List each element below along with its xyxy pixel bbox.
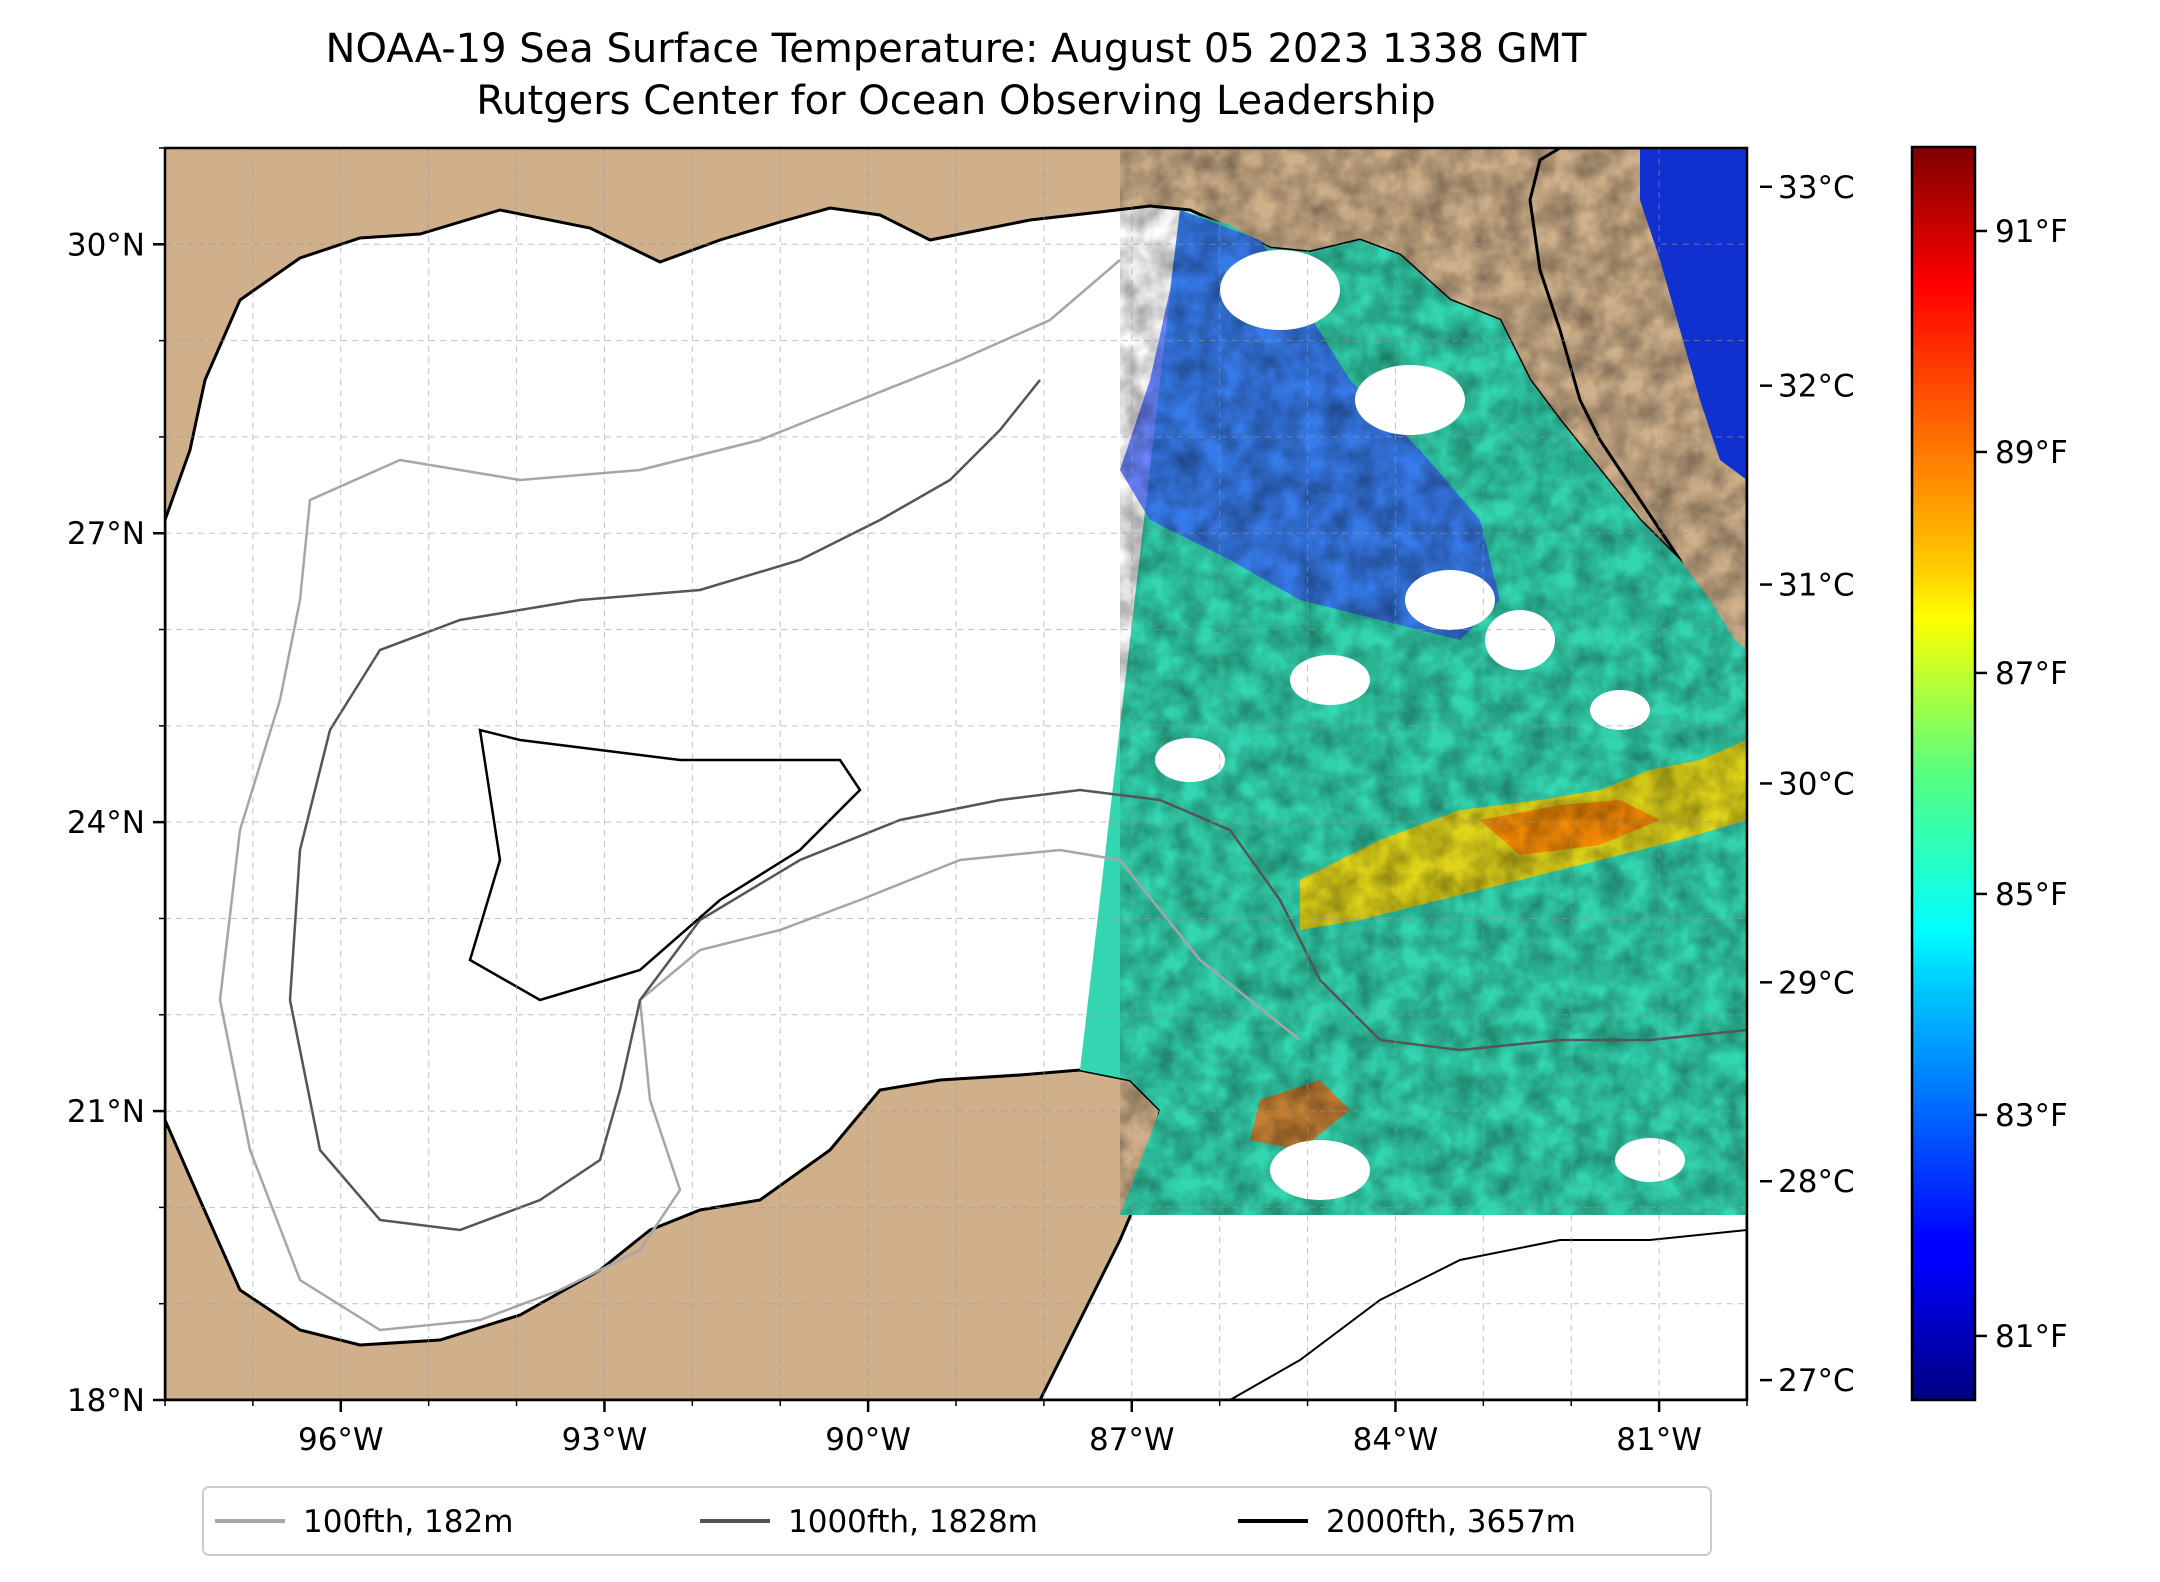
celsius-tick-label: 32°C bbox=[1778, 369, 1855, 405]
fahrenheit-tick-label: 81°F bbox=[1995, 1319, 2068, 1355]
chart-subtitle: Rutgers Center for Ocean Observing Leade… bbox=[476, 78, 1436, 124]
contour-100fth bbox=[218, 259, 1301, 1332]
x-tick-label: 96°W bbox=[298, 1422, 384, 1458]
bathymetry-contours bbox=[218, 259, 1747, 1400]
celsius-tick-label: 28°C bbox=[1778, 1164, 1855, 1200]
colorbar: 27°C 28°C 29°C 30°C 31°C 32°C 33°C 81°F 83°F 85°… bbox=[1760, 145, 2068, 1402]
x-tick-label: 87°W bbox=[1089, 1422, 1175, 1458]
celsius-tick-label: 30°C bbox=[1778, 766, 1855, 802]
yucatan-land bbox=[165, 1068, 1162, 1400]
y-tick-label: 30°N bbox=[67, 227, 145, 263]
y-tick-label: 21°N bbox=[67, 1094, 145, 1130]
colorbar-gradient bbox=[1910, 145, 1977, 1402]
x-tick-label: 90°W bbox=[825, 1422, 911, 1458]
legend: 100fth, 182m 1000fth, 1828m 2000fth, 3657m bbox=[202, 1486, 1712, 1556]
longitude-axis: 96°W 93°W 90°W 87°W 84°W 81°W bbox=[164, 1400, 1748, 1458]
celsius-tick-label: 31°C bbox=[1778, 568, 1855, 604]
x-tick-label: 84°W bbox=[1353, 1422, 1439, 1458]
legend-label: 2000fth, 3657m bbox=[1326, 1504, 1576, 1540]
celsius-tick-label: 33°C bbox=[1778, 170, 1855, 206]
legend-label: 100fth, 182m bbox=[303, 1504, 513, 1540]
map-panel bbox=[165, 148, 1747, 1400]
fahrenheit-tick-label: 83°F bbox=[1995, 1098, 2068, 1134]
fahrenheit-tick-label: 91°F bbox=[1995, 214, 2068, 250]
y-tick-label: 18°N bbox=[67, 1383, 145, 1419]
x-tick-label: 81°W bbox=[1616, 1422, 1702, 1458]
contour-1000fth bbox=[288, 379, 1747, 1232]
y-tick-label: 27°N bbox=[67, 516, 145, 552]
atlantic-swath bbox=[1640, 148, 1747, 480]
contour-2000fth bbox=[468, 728, 862, 1002]
legend-box bbox=[202, 1486, 1712, 1556]
celsius-tick-label: 29°C bbox=[1778, 965, 1855, 1001]
fahrenheit-tick-label: 89°F bbox=[1995, 435, 2068, 471]
celsius-tick-label: 27°C bbox=[1778, 1363, 1855, 1399]
colorbar-celsius-ticks: 27°C 28°C 29°C 30°C 31°C 32°C 33°C bbox=[1760, 170, 1855, 1399]
sst-swath bbox=[1080, 148, 1747, 1215]
chart-title: NOAA-19 Sea Surface Temperature: August … bbox=[326, 26, 1587, 72]
fahrenheit-tick-label: 87°F bbox=[1995, 656, 2068, 692]
x-tick-label: 93°W bbox=[562, 1422, 648, 1458]
latitude-axis: 18°N 21°N 24°N 27°N 30°N bbox=[67, 147, 165, 1419]
colorbar-fahrenheit-ticks: 81°F 83°F 85°F 87°F 89°F 91°F bbox=[1975, 214, 2068, 1355]
legend-label: 1000fth, 1828m bbox=[788, 1504, 1038, 1540]
fahrenheit-tick-label: 85°F bbox=[1995, 877, 2068, 913]
y-tick-label: 24°N bbox=[67, 805, 145, 841]
contour-2000fth-south bbox=[1229, 1229, 1747, 1400]
